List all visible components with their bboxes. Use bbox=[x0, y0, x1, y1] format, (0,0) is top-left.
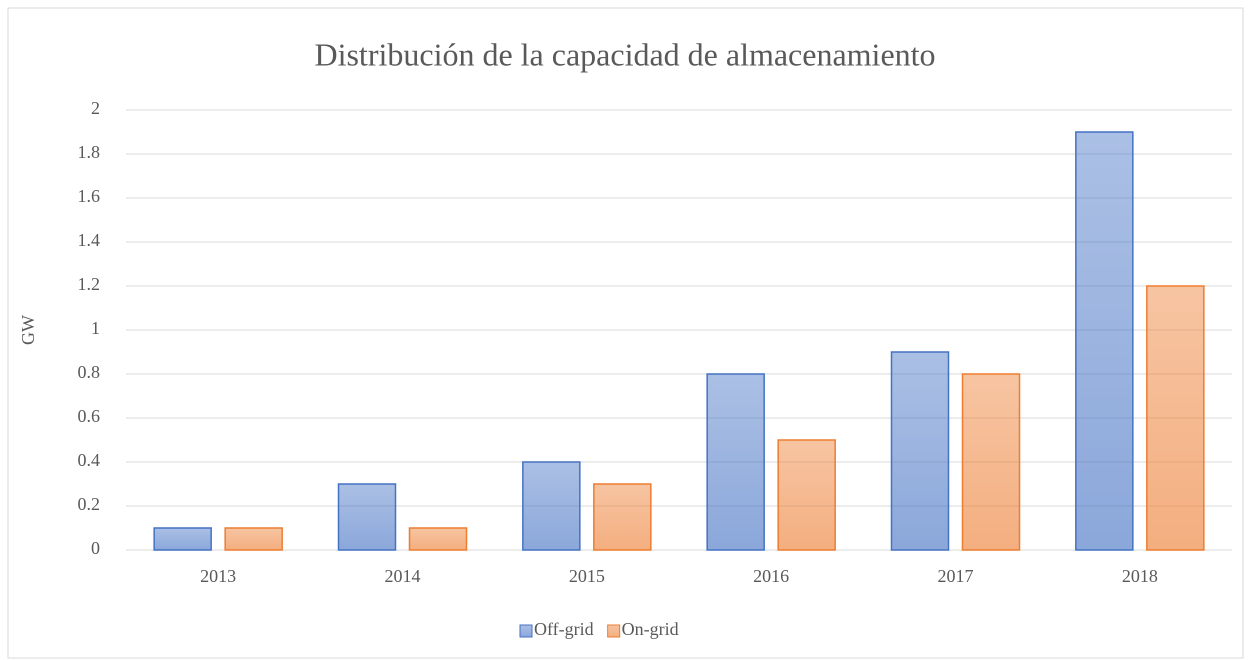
x-tick-label: 2013 bbox=[200, 566, 236, 586]
bar bbox=[706, 373, 765, 551]
y-tick-label: 0.6 bbox=[78, 406, 101, 426]
x-tick-label: 2016 bbox=[753, 566, 789, 586]
bar bbox=[224, 527, 283, 551]
y-tick-label: 1.6 bbox=[78, 186, 101, 206]
bar bbox=[522, 461, 581, 551]
y-tick-label: 1.2 bbox=[78, 274, 101, 294]
bar bbox=[153, 527, 212, 551]
y-tick-label: 1.4 bbox=[78, 230, 101, 250]
y-tick-label: 0.4 bbox=[78, 450, 101, 470]
bar bbox=[408, 527, 468, 551]
bar bbox=[1146, 285, 1205, 551]
bar bbox=[593, 483, 652, 551]
y-tick-label: 2 bbox=[91, 98, 100, 118]
y-axis-label: GW bbox=[18, 315, 38, 345]
bar bbox=[337, 483, 397, 551]
y-tick-label: 1 bbox=[91, 318, 100, 338]
bar bbox=[777, 439, 836, 551]
chart-frame bbox=[7, 7, 1244, 659]
legend-label: Off-grid bbox=[534, 619, 594, 639]
y-tick-label: 0.2 bbox=[78, 494, 101, 514]
legend-swatch bbox=[607, 624, 621, 638]
x-tick-label: 2014 bbox=[385, 566, 421, 586]
y-tick-label: 1.8 bbox=[78, 142, 101, 162]
bar bbox=[961, 373, 1021, 551]
bar bbox=[890, 351, 950, 551]
y-tick-label: 0 bbox=[91, 538, 100, 558]
chart-title: Distribución de la capacidad de almacena… bbox=[314, 36, 935, 72]
y-tick-label: 0.8 bbox=[78, 362, 101, 382]
x-tick-label: 2018 bbox=[1122, 566, 1158, 586]
bar bbox=[1075, 131, 1134, 551]
legend-swatch bbox=[519, 624, 533, 638]
legend-label: On-grid bbox=[622, 619, 679, 639]
x-tick-label: 2015 bbox=[569, 566, 605, 586]
x-tick-label: 2017 bbox=[938, 566, 974, 586]
